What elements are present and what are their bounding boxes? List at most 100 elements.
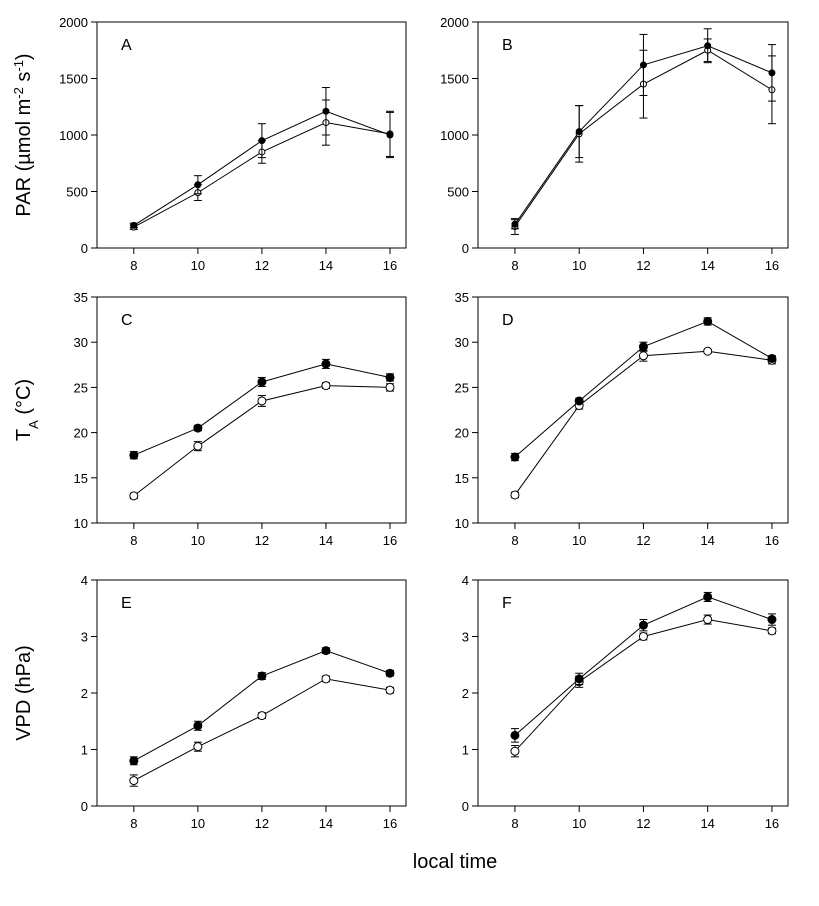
data-point (704, 42, 712, 50)
y-tick-label: 1 (81, 743, 88, 758)
x-tick-label: 8 (130, 258, 137, 273)
data-point (385, 685, 395, 695)
y-tick-label: 0 (462, 241, 469, 256)
data-point (129, 491, 139, 501)
plot-frame (96, 579, 407, 807)
y-tick-label: 10 (455, 516, 469, 531)
panel-letter: B (502, 37, 513, 54)
data-point (130, 221, 138, 229)
x-tick-label: 12 (255, 533, 269, 548)
y-tick-label: 2 (462, 686, 469, 701)
data-point (385, 382, 395, 392)
x-tick-label: 16 (383, 258, 397, 273)
x-tick-label: 8 (130, 533, 137, 548)
data-point (321, 359, 331, 369)
data-point (321, 646, 331, 656)
data-point (767, 353, 777, 363)
y-tick-label: 1 (462, 743, 469, 758)
data-point (510, 746, 520, 756)
y-tick-label: 30 (74, 335, 88, 350)
data-point (511, 220, 519, 228)
data-point (321, 381, 331, 391)
x-tick-label: 16 (765, 258, 779, 273)
data-point (386, 131, 394, 139)
x-tick-label: 14 (319, 258, 333, 273)
x-tick-label: 14 (319, 816, 333, 831)
panel-letter: C (121, 312, 133, 329)
data-point (257, 396, 267, 406)
y-tick-label: 3 (81, 630, 88, 645)
y-axis-label-part: ) (13, 53, 35, 60)
y-tick-label: 20 (455, 426, 469, 441)
panel-letter: E (121, 595, 132, 612)
x-tick-label: 10 (191, 258, 205, 273)
data-point (510, 730, 520, 740)
x-tick-label: 8 (511, 258, 518, 273)
x-tick-label: 8 (130, 816, 137, 831)
x-tick-label: 12 (255, 816, 269, 831)
y-axis-label: VPD (hPa) (13, 645, 35, 741)
data-point (638, 632, 648, 641)
y-axis-label-part: T (13, 429, 35, 441)
y-axis-label-part: A (26, 420, 41, 429)
y-tick-label: 1000 (440, 128, 469, 143)
data-point (574, 396, 584, 406)
data-point (703, 316, 713, 326)
plot-frame (477, 21, 789, 249)
data-point (193, 423, 203, 433)
series-line (514, 596, 773, 736)
data-point (193, 721, 203, 731)
data-point (703, 346, 713, 356)
x-tick-label: 16 (765, 533, 779, 548)
y-tick-label: 20 (74, 426, 88, 441)
y-axis-label-part: PAR (µmol m (13, 99, 35, 217)
x-tick-label: 14 (700, 258, 714, 273)
y-tick-label: 1000 (59, 128, 88, 143)
data-point (129, 756, 139, 766)
data-point (639, 61, 647, 69)
series-line (133, 650, 391, 762)
x-tick-label: 10 (191, 816, 205, 831)
y-axis-label-part: s (13, 72, 35, 88)
data-point (385, 372, 395, 382)
data-point (193, 742, 203, 752)
y-tick-label: 500 (447, 185, 469, 200)
x-tick-label: 14 (700, 533, 714, 548)
plot-frame (96, 296, 407, 524)
y-tick-label: 15 (455, 471, 469, 486)
data-point (574, 674, 584, 684)
y-tick-label: 35 (455, 290, 469, 305)
y-axis-label-part: -2 (11, 87, 26, 99)
y-tick-label: 0 (462, 799, 469, 814)
data-point (257, 711, 267, 721)
data-point (129, 450, 139, 460)
x-tick-label: 12 (636, 816, 650, 831)
data-point (510, 452, 520, 462)
data-point (638, 342, 648, 352)
x-tick-label: 12 (255, 258, 269, 273)
plot-frame (477, 296, 789, 524)
x-tick-label: 10 (572, 258, 586, 273)
y-tick-label: 4 (81, 573, 88, 588)
data-point (129, 776, 139, 786)
y-tick-label: 1500 (59, 72, 88, 87)
data-point (768, 69, 776, 77)
x-tick-label: 16 (765, 816, 779, 831)
data-point (638, 620, 648, 630)
data-point (767, 615, 777, 625)
x-tick-label: 14 (700, 816, 714, 831)
x-tick-label: 8 (511, 533, 518, 548)
panel-letter: D (502, 312, 514, 329)
data-point (703, 615, 713, 625)
data-point (767, 626, 777, 636)
y-tick-label: 500 (66, 185, 88, 200)
x-tick-label: 10 (191, 533, 205, 548)
y-tick-label: 2000 (440, 15, 469, 30)
x-tick-label: 16 (383, 533, 397, 548)
x-tick-label: 12 (636, 258, 650, 273)
y-tick-label: 4 (462, 573, 469, 588)
x-tick-label: 10 (572, 533, 586, 548)
data-point (193, 441, 203, 451)
x-tick-label: 14 (319, 533, 333, 548)
